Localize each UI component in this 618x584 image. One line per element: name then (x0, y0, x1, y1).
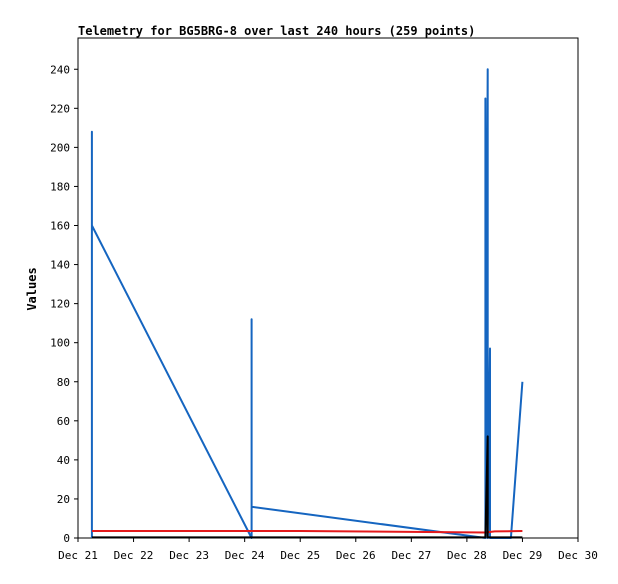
series-line-2 (91, 530, 523, 534)
y-tick-label: 180 (50, 180, 70, 193)
y-tick-label: 240 (50, 63, 70, 76)
x-tick-label: Dec 25 (280, 549, 320, 562)
x-tick-label: Dec 23 (169, 549, 209, 562)
x-tick-label: Dec 28 (447, 549, 487, 562)
x-tick-label: Dec 26 (336, 549, 376, 562)
axis-layer: 0 20 40 60 80 100 120 140 160 180 200 220 240 Dec 21 D… (50, 63, 598, 562)
plot-frame (77, 37, 579, 539)
y-tick-label: 100 (50, 337, 70, 350)
x-tick-label: Dec 29 (503, 549, 543, 562)
x-tick-label: Dec 24 (225, 549, 265, 562)
y-tick-label: 120 (50, 298, 70, 311)
y-tick-label: 20 (57, 493, 70, 506)
series-line-3 (91, 435, 523, 539)
y-tick-label: 140 (50, 259, 70, 272)
x-tick-label: Dec 30 (558, 549, 598, 562)
y-tick-label: 0 (63, 532, 70, 545)
chart-title: Telemetry for BG5BRG-8 over last 240 hou… (78, 24, 475, 38)
x-tick-label: Dec 27 (391, 549, 431, 562)
y-axis-label: Values (25, 267, 39, 310)
y-tick-label: 60 (57, 415, 70, 428)
y-tick-label: 80 (57, 376, 70, 389)
x-tick-label: Dec 21 (58, 549, 98, 562)
y-tick-label: 200 (50, 141, 70, 154)
x-tick-label: Dec 22 (114, 549, 154, 562)
y-tick-label: 160 (50, 220, 70, 233)
y-tick-label: 220 (50, 102, 70, 115)
series-line-1 (90, 68, 524, 539)
series-layer (90, 68, 524, 539)
y-tick-label: 40 (57, 454, 70, 467)
